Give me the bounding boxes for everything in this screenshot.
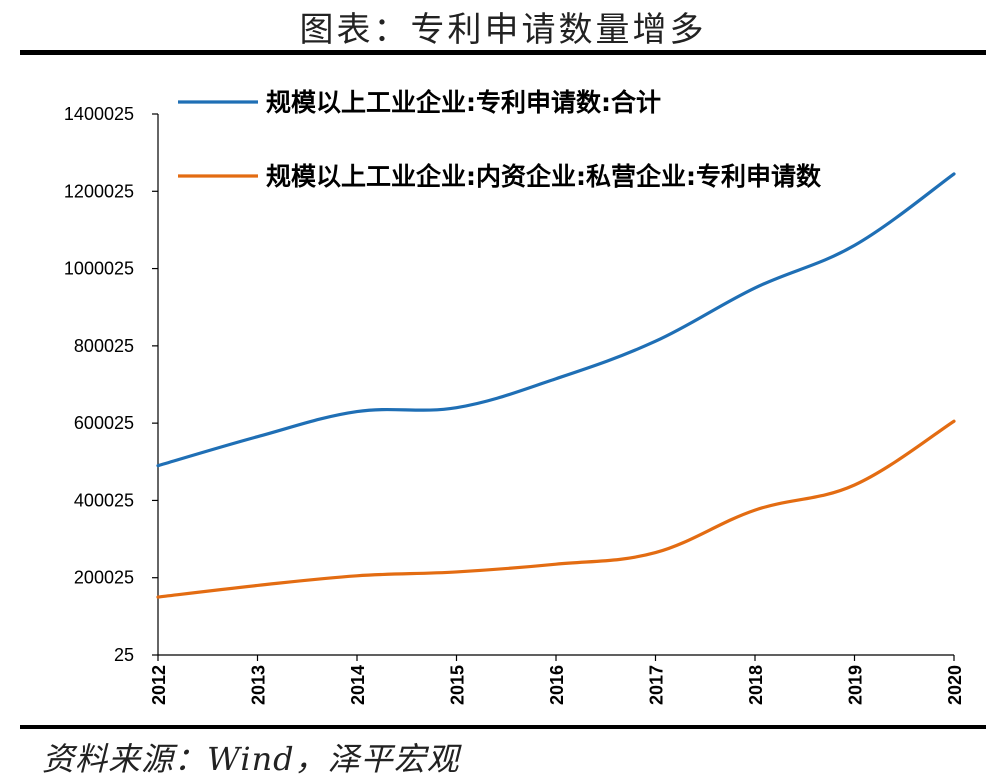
chart-lines [156, 172, 956, 599]
bottom-rule [20, 725, 986, 729]
y-tick-label: 1000025 [64, 259, 134, 279]
series-line-1 [156, 172, 956, 468]
legend-label-2: 规模以上工业企业:内资企业:私营企业:专利申请数 [266, 162, 822, 191]
x-tick-label: 2016 [547, 665, 567, 705]
series-line-2 [156, 419, 956, 599]
y-tick-label: 200025 [74, 568, 134, 588]
x-tick-label: 2013 [249, 665, 269, 705]
y-tick-label: 800025 [74, 336, 134, 356]
x-tick-label: 2015 [448, 665, 468, 705]
chart-axes: 25 200025 400025 600025 800025 1000025 1200025… [64, 104, 965, 705]
chart-title: 图表：专利申请数量增多 [299, 10, 707, 50]
top-rule [20, 50, 986, 55]
legend-label-1: 规模以上工业企业:专利申请数:合计 [266, 88, 661, 117]
y-tick-label: 600025 [74, 413, 134, 433]
chart-legend: 规模以上工业企业:专利申请数:合计规模以上工业企业:内资企业:私营企业:专利申请… [178, 88, 822, 191]
source-note: 资料来源：Wind，泽平宏观 [42, 740, 460, 778]
y-tick-label: 400025 [74, 490, 134, 510]
x-tick-label: 2019 [846, 665, 866, 705]
y-tick-label: 25 [114, 645, 134, 665]
x-tick-label: 2014 [348, 665, 368, 705]
x-tick-label: 2017 [647, 665, 667, 705]
y-tick-label: 1200025 [64, 181, 134, 201]
x-tick-label: 2018 [746, 665, 766, 705]
x-tick-label: 2012 [149, 665, 169, 705]
x-tick-label: 2020 [945, 665, 965, 705]
y-tick-label: 1400025 [64, 104, 134, 124]
